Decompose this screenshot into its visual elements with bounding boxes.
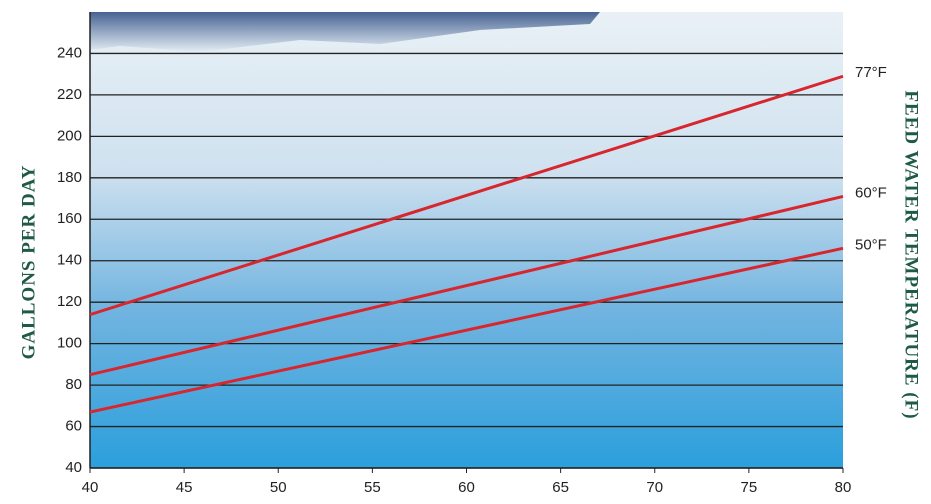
x-tick-label: 65 bbox=[552, 479, 569, 496]
series-line bbox=[89, 195, 844, 377]
series-line bbox=[89, 74, 844, 317]
y-tick-label: 220 bbox=[57, 86, 82, 103]
x-tick-label: 40 bbox=[82, 479, 99, 496]
x-tick-label: 60 bbox=[458, 479, 475, 496]
y-tick-label: 140 bbox=[57, 252, 82, 269]
y2-axis-label: FEED WATER TEMPERATURE (F) bbox=[901, 90, 922, 419]
y-tick-label: 80 bbox=[65, 376, 82, 393]
y-tick-label: 200 bbox=[57, 127, 82, 144]
x-tick-label: 70 bbox=[646, 479, 663, 496]
y-tick-label: 100 bbox=[57, 335, 82, 352]
y-tick-label: 40 bbox=[65, 459, 82, 476]
x-tick-label: 50 bbox=[270, 479, 287, 496]
y-axis-label: GALLONS PER DAY bbox=[18, 165, 39, 360]
legend-label: 77°F bbox=[855, 64, 887, 81]
plot-background bbox=[90, 12, 843, 468]
y-tick-label: 180 bbox=[57, 169, 82, 186]
series-line bbox=[89, 246, 844, 414]
x-tick-label: 55 bbox=[364, 479, 381, 496]
y-tick-label: 240 bbox=[57, 44, 82, 61]
y-tick-label: 160 bbox=[57, 210, 82, 227]
x-tick-label: 45 bbox=[176, 479, 193, 496]
x-tick-label: 75 bbox=[741, 479, 758, 496]
x-tick-label: 80 bbox=[835, 479, 852, 496]
legend-label: 60°F bbox=[855, 184, 887, 201]
legend-label: 50°F bbox=[855, 236, 887, 253]
y-tick-label: 60 bbox=[65, 418, 82, 435]
y-tick-label: 120 bbox=[57, 293, 82, 310]
water-splash bbox=[90, 12, 600, 52]
